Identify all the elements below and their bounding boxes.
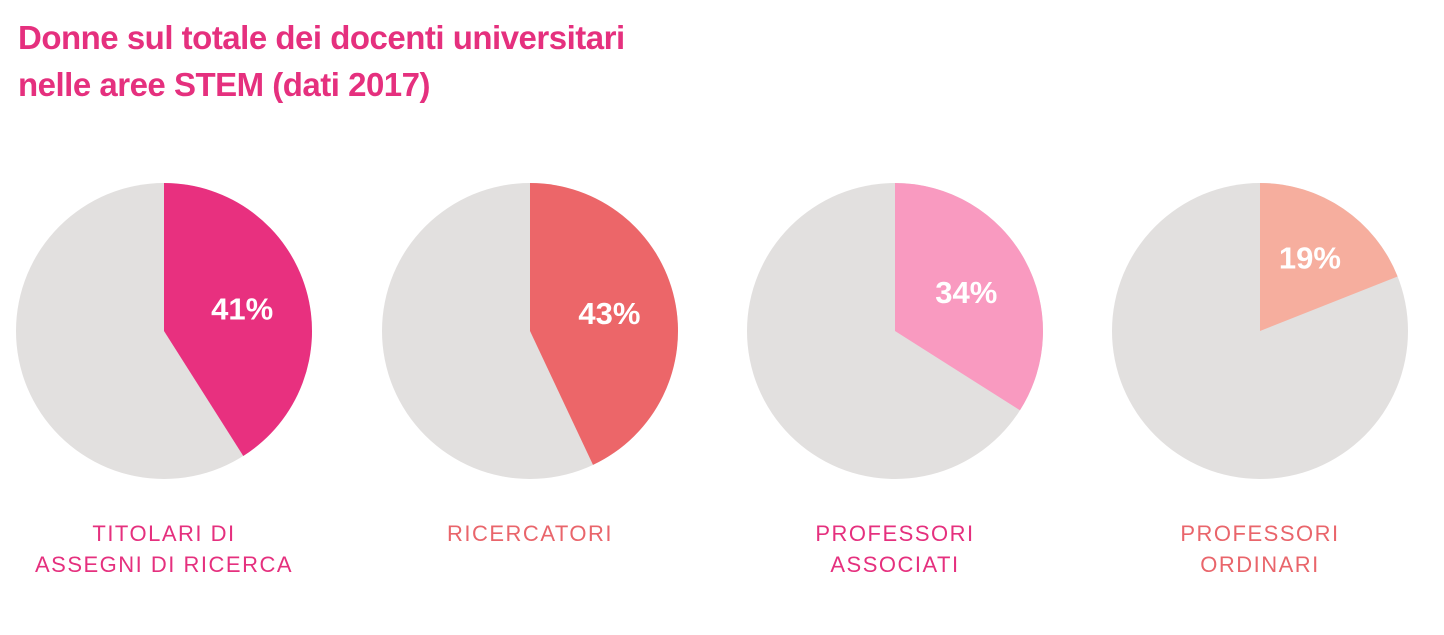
pie-category-label-line: ASSOCIATI: [830, 552, 960, 577]
pie-chart-2: 43%: [382, 183, 678, 479]
pie-value-slice: [164, 183, 313, 456]
pie-chart-4: 19%: [1112, 183, 1408, 479]
pie-category-label-line: PROFESSORI: [1180, 521, 1340, 546]
pie-category-label: PROFESSORI ASSOCIATI: [725, 518, 1065, 580]
pie-value-label: 19%: [1279, 241, 1341, 276]
pie-category-label: PROFESSORI ORDINARI: [1090, 518, 1430, 580]
pie-value-slice: [895, 183, 1043, 411]
pie-category-label-line: ORDINARI: [1200, 552, 1320, 577]
chart-title-line-1: Donne sul totale dei docenti universitar…: [18, 19, 625, 56]
pie-value-label: 34%: [935, 275, 997, 310]
pie-value-label: 43%: [578, 296, 640, 331]
pie-category-label-line: PROFESSORI: [815, 521, 975, 546]
pie-value-slice: [530, 183, 678, 465]
pie-category-label-line: TITOLARI DI: [92, 521, 236, 546]
pie-value-slice: [1260, 183, 1398, 331]
pie-value-label: 41%: [211, 291, 273, 326]
chart-title: Donne sul totale dei docenti universitar…: [18, 14, 625, 108]
pie-chart-3: 34%: [747, 183, 1043, 479]
chart-title-line-2: nelle aree STEM (dati 2017): [18, 66, 431, 103]
pie-category-label: RICERCATORI: [360, 518, 700, 549]
pie-category-label-line: RICERCATORI: [446, 521, 614, 546]
pie-category-label-line: ASSEGNI DI RICERCA: [34, 552, 294, 577]
pie-category-label: TITOLARI DI ASSEGNI DI RICERCA: [0, 518, 334, 580]
pie-chart-1: 41%: [16, 183, 313, 479]
